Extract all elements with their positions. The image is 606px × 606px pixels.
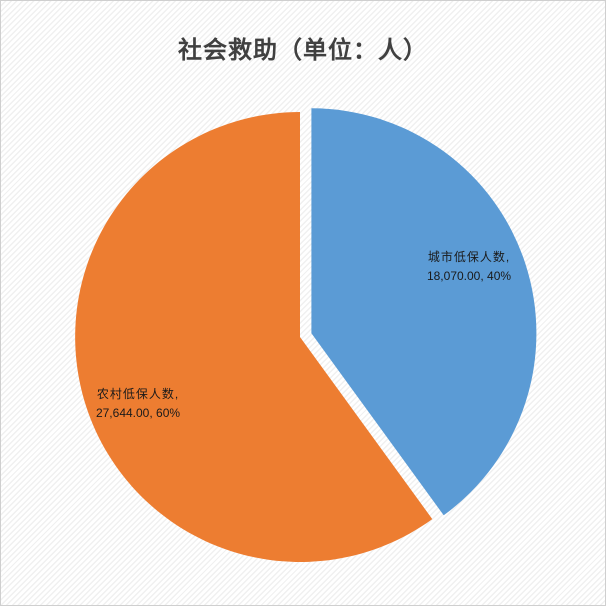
pie-slice-rural[interactable] [75,112,433,562]
slice-label-city-name: 城市低保人数, [427,250,511,264]
pie-slice-city[interactable] [311,108,537,516]
slice-label-rural-value: 27,644.00, 60% [95,406,181,420]
slice-label-city-value: 18,070.00, 40% [426,269,512,283]
slice-label-city: 城市低保人数, 18,070.00, 40% [427,248,511,286]
chart-title: 社会救助（单位：人） [178,35,428,64]
slice-label-rural: 农村低保人数, 27,644.00, 60% [96,385,180,423]
slice-label-rural-name: 农村低保人数, [96,387,180,401]
